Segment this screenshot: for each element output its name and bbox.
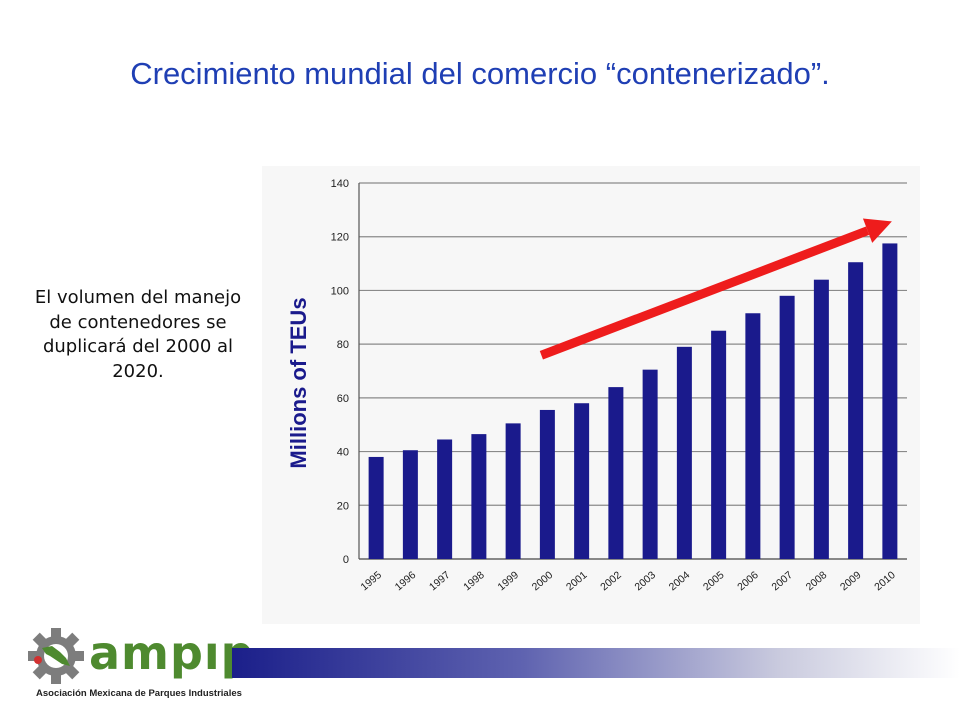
y-tick-label: 140: [331, 178, 349, 190]
trend-arrow-shaft: [539, 226, 870, 360]
x-tick-label: 1996: [393, 569, 419, 593]
side-note: El volumen del manejo de contenedores se…: [34, 287, 242, 382]
x-tick-label: 2006: [735, 569, 761, 593]
ampip-logo: ampıp Asociación Mexicana de Parques Ind…: [22, 624, 254, 706]
x-tick-label: 2010: [872, 569, 898, 593]
bar-2002: [608, 387, 624, 559]
footer-gradient-bar: [232, 648, 960, 678]
y-axis-label: Millions of TEUs: [286, 297, 311, 468]
x-tick-label: 1997: [427, 569, 453, 593]
bar-2009: [848, 262, 864, 559]
y-tick-label: 20: [337, 500, 349, 512]
x-tick-label: 2001: [564, 569, 590, 593]
trend-arrow-head: [862, 218, 892, 243]
x-tick-label: 2009: [838, 569, 864, 593]
x-tick-label: 2002: [598, 569, 624, 593]
bar-2007: [779, 295, 795, 559]
x-tick-label: 2008: [804, 569, 830, 593]
x-tick-label: 1995: [358, 569, 384, 593]
y-tick-label: 0: [343, 554, 349, 566]
x-tick-label: 2000: [530, 569, 556, 593]
bar-2004: [676, 346, 692, 559]
y-tick-label: 80: [337, 339, 349, 351]
bar-2001: [574, 403, 590, 559]
bar-2010: [882, 243, 898, 559]
bar-1998: [471, 434, 487, 559]
bar-2000: [539, 409, 555, 559]
bar-1997: [437, 439, 453, 559]
x-tick-label: 2003: [632, 569, 658, 593]
bar-2008: [813, 279, 829, 559]
bar-2003: [642, 369, 658, 559]
bar-2005: [711, 330, 727, 559]
x-tick-label: 1998: [461, 569, 487, 593]
logo-wordmark: ampıp: [89, 626, 255, 680]
y-tick-label: 40: [337, 447, 349, 459]
y-tick-label: 120: [331, 232, 349, 244]
slide-title: Crecimiento mundial del comercio “conten…: [130, 56, 830, 91]
y-tick-label: 100: [331, 285, 349, 297]
bar-2006: [745, 313, 761, 559]
gear-map-icon: [28, 628, 84, 684]
x-tick-label: 1999: [495, 569, 521, 593]
x-tick-label: 2005: [701, 569, 727, 593]
y-tick-label: 60: [337, 393, 349, 405]
chart-area: 0 20 40 60 80 100 120 140 1995 1996 1997 1998 1999 20…: [262, 166, 920, 624]
bar-1995: [368, 456, 384, 559]
teu-bar-chart: 0 20 40 60 80 100 120 140 1995 1996 1997 1998 1999 20…: [286, 178, 907, 593]
x-tick-label: 2004: [667, 569, 693, 593]
bar-1999: [505, 423, 521, 559]
bar-1996: [402, 450, 418, 559]
logo-subtitle: Asociación Mexicana de Parques Industria…: [36, 688, 242, 699]
x-tick-label: 2007: [769, 569, 795, 593]
